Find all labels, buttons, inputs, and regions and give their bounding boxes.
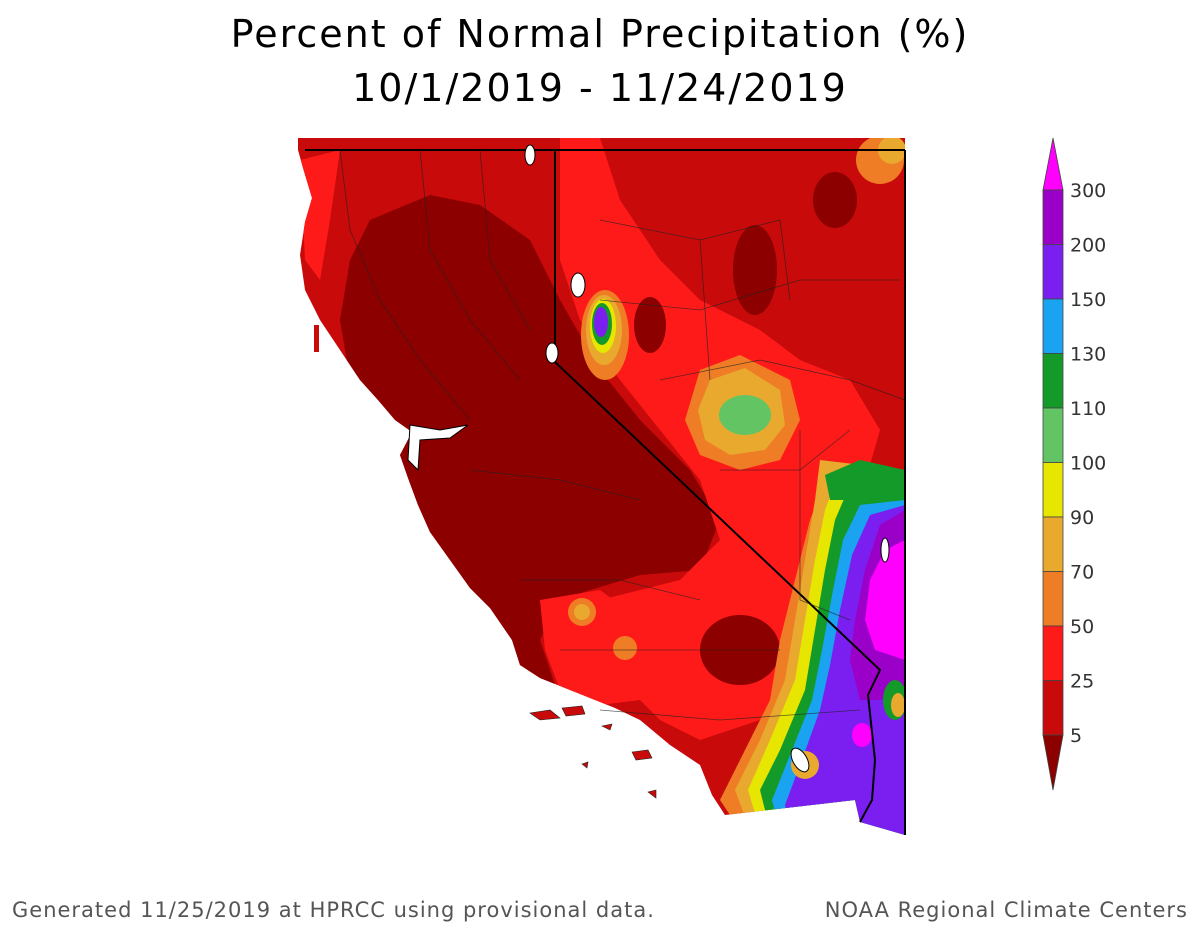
legend-label: 300 — [1070, 180, 1106, 202]
map-title: Percent of Normal Precipitation (%) — [230, 12, 970, 56]
dark-red-patch-nv — [733, 225, 777, 315]
legend-label: 110 — [1070, 398, 1106, 420]
lake-pyramid — [570, 272, 586, 298]
legend-label: 150 — [1070, 289, 1106, 311]
red-zone-northcoast — [300, 150, 340, 280]
legend-swatch — [1042, 407, 1064, 463]
legend-swatch — [1042, 353, 1064, 409]
legend-swatch — [1042, 571, 1064, 627]
lakes — [407, 144, 890, 773]
purple-zone-tahoe — [594, 307, 608, 337]
legend-label: 90 — [1070, 507, 1094, 529]
footer-credit: NOAA Regional Climate Centers — [824, 898, 1188, 922]
sf-bay — [407, 424, 469, 472]
land-area — [298, 138, 905, 835]
footer-generated-note: Generated 11/25/2019 at HPRCC using prov… — [12, 898, 655, 922]
legend-label: 5 — [1070, 725, 1082, 747]
legend-swatch — [1042, 462, 1064, 518]
county-lines — [339, 149, 906, 721]
channel-islands — [529, 705, 657, 799]
lake-tahoe — [545, 342, 559, 364]
legend-swatch — [1042, 298, 1064, 354]
dark-red-zone-california — [340, 195, 720, 720]
lake-salton — [790, 747, 810, 773]
legend-swatch — [1042, 680, 1064, 736]
lake-mead — [880, 537, 890, 563]
legend-swatch — [1042, 516, 1064, 572]
gold-spot-se — [891, 693, 905, 717]
legend-arrow-top — [1042, 137, 1064, 191]
map-date-range: 10/1/2019 - 11/24/2019 — [352, 66, 848, 110]
legend-swatch — [1042, 625, 1064, 681]
legend-swatch — [1042, 244, 1064, 300]
legend-swatch — [1042, 189, 1064, 245]
legend-label: 50 — [1070, 616, 1094, 638]
magenta-zone-se — [865, 540, 905, 660]
legend-label: 200 — [1070, 235, 1106, 257]
legend-label: 70 — [1070, 562, 1094, 584]
legend-arrow-bottom — [1042, 734, 1064, 791]
orange-spot-2 — [613, 636, 637, 660]
lake-goose — [524, 144, 536, 166]
green-zone-central-nv — [719, 395, 771, 435]
dark-red-patch-ne — [813, 172, 857, 228]
green-patch-east — [825, 460, 905, 500]
gold-spot-1 — [574, 604, 590, 620]
legend-label: 100 — [1070, 453, 1106, 475]
offshore-marker — [314, 325, 319, 352]
dark-red-patch-central — [634, 297, 666, 353]
magenta-spot-se — [852, 723, 872, 747]
legend-label: 130 — [1070, 344, 1106, 366]
legend-label: 25 — [1070, 671, 1094, 693]
